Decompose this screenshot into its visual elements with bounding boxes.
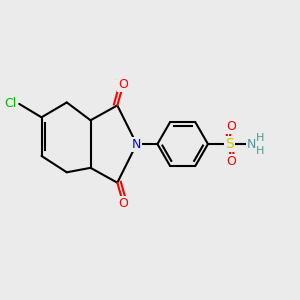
Text: Cl: Cl	[4, 98, 16, 110]
Text: O: O	[118, 78, 128, 91]
Text: N: N	[247, 138, 256, 151]
Text: S: S	[225, 137, 234, 151]
Text: O: O	[226, 155, 236, 168]
Text: H: H	[256, 133, 264, 142]
Text: O: O	[118, 197, 128, 210]
Text: N: N	[132, 138, 141, 151]
Text: H: H	[256, 146, 264, 156]
Text: O: O	[226, 120, 236, 133]
